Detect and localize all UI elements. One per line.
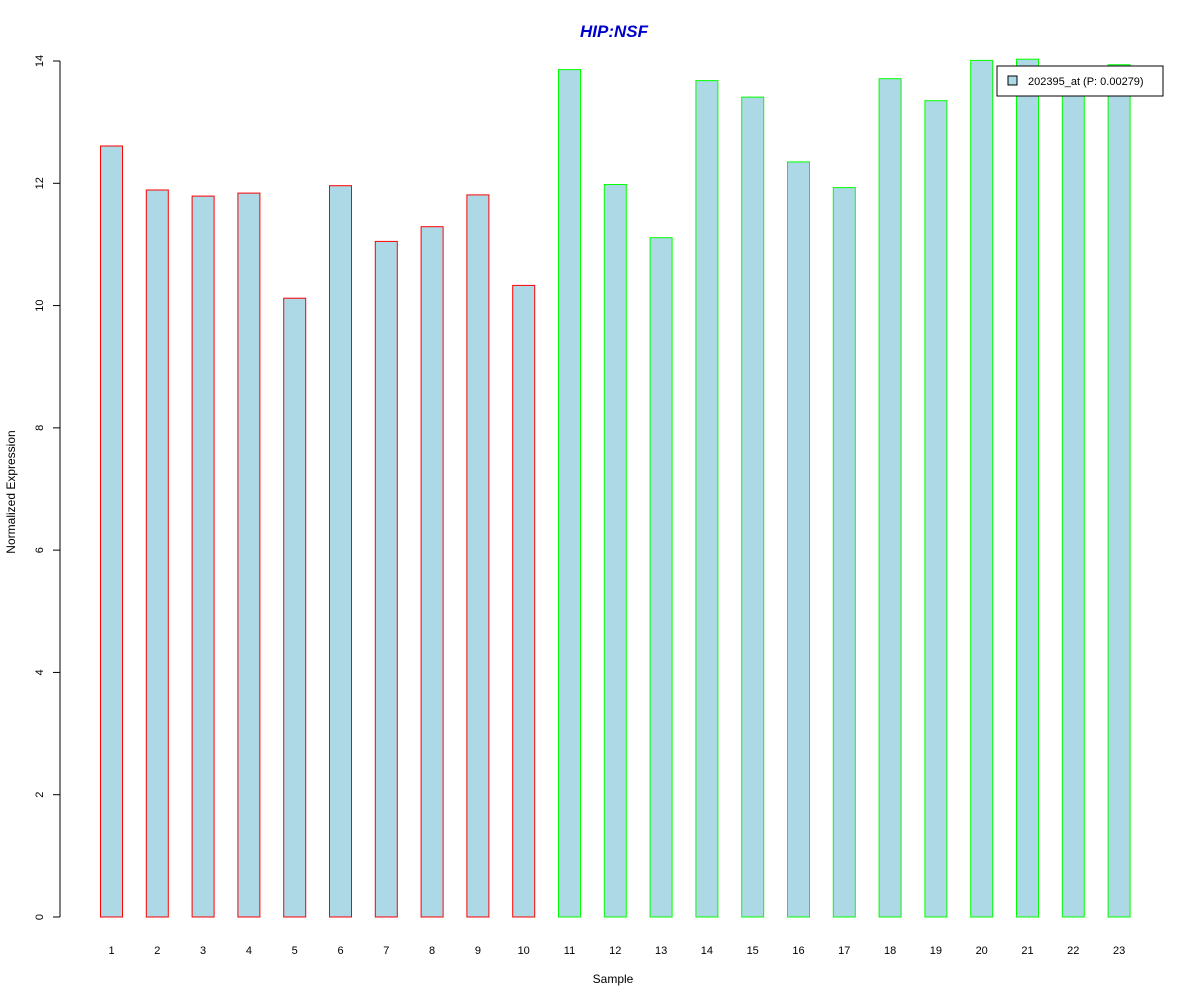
y-tick-label: 14 [34, 55, 46, 67]
bar-sample-15 [741, 96, 765, 918]
x-tick-label: 15 [747, 945, 759, 957]
x-tick-label: 1 [108, 945, 114, 957]
y-tick-label: 2 [34, 792, 46, 798]
bar-sample-1 [100, 145, 123, 918]
y-tick-label: 10 [34, 299, 46, 311]
x-tick-label: 3 [200, 945, 206, 957]
bar-sample-6 [329, 185, 352, 918]
y-tick-label: 4 [34, 669, 46, 675]
y-tick-label: 6 [34, 547, 46, 553]
x-tick-label: 20 [976, 945, 988, 957]
bar-sample-22 [1061, 74, 1085, 918]
legend: 202395_at (P: 0.00279) [996, 65, 1164, 97]
bar-sample-3 [191, 195, 215, 918]
bar-sample-9 [466, 194, 490, 918]
x-tick-label: 7 [383, 945, 389, 957]
x-tick-label: 10 [518, 945, 530, 957]
bar-sample-12 [603, 184, 627, 918]
x-tick-label: 19 [930, 945, 942, 957]
x-tick-label: 11 [564, 945, 575, 957]
bar-sample-5 [283, 297, 307, 918]
bar-sample-4 [237, 192, 261, 918]
x-tick-label: 12 [609, 945, 621, 957]
x-tick-label: 22 [1067, 945, 1079, 957]
bar-sample-13 [649, 237, 673, 918]
bar-sample-2 [145, 189, 169, 918]
legend-swatch [1007, 75, 1018, 86]
bar-sample-11 [558, 69, 581, 918]
bar-sample-16 [787, 161, 810, 918]
chart-title: HIP:NSF [580, 22, 649, 41]
x-tick-label: 23 [1113, 945, 1125, 957]
bar-sample-20 [970, 59, 994, 918]
bar-sample-8 [420, 226, 444, 918]
x-axis-label: Sample [593, 972, 634, 986]
bar-sample-14 [695, 80, 719, 918]
x-tick-label: 13 [655, 945, 667, 957]
x-tick-label: 6 [337, 945, 343, 957]
x-tick-labels: 1 2 3 4 5 6 7 8 9 10 11 12 13 14 15 16 17 18 19 20 21 22 23 [108, 945, 1125, 957]
x-tick-label: 4 [246, 945, 252, 957]
y-tick-label: 0 [34, 914, 46, 920]
bars-group [100, 58, 1131, 918]
x-tick-label: 14 [701, 945, 713, 957]
x-tick-label: 2 [154, 945, 160, 957]
bar-sample-21 [1016, 58, 1039, 918]
y-tick-label: 12 [34, 177, 46, 189]
bar-sample-19 [924, 100, 948, 918]
y-tick-label: 8 [34, 425, 46, 431]
x-tick-label: 5 [292, 945, 298, 957]
x-tick-label: 21 [1021, 945, 1033, 957]
bar-sample-23 [1107, 64, 1131, 918]
y-axis: 0 2 4 6 8 10 12 14 [34, 55, 61, 920]
legend-label: 202395_at (P: 0.00279) [1028, 76, 1144, 88]
bar-sample-10 [512, 284, 536, 918]
bar-sample-17 [832, 187, 856, 918]
bar-sample-18 [878, 78, 902, 918]
bar-sample-7 [374, 240, 398, 918]
y-axis-label: Normalized Expression [4, 430, 18, 553]
x-tick-label: 18 [884, 945, 896, 957]
x-tick-label: 9 [475, 945, 481, 957]
x-tick-label: 16 [792, 945, 804, 957]
x-tick-label: 17 [838, 945, 850, 957]
x-tick-label: 8 [429, 945, 435, 957]
legend-box [996, 65, 1164, 97]
